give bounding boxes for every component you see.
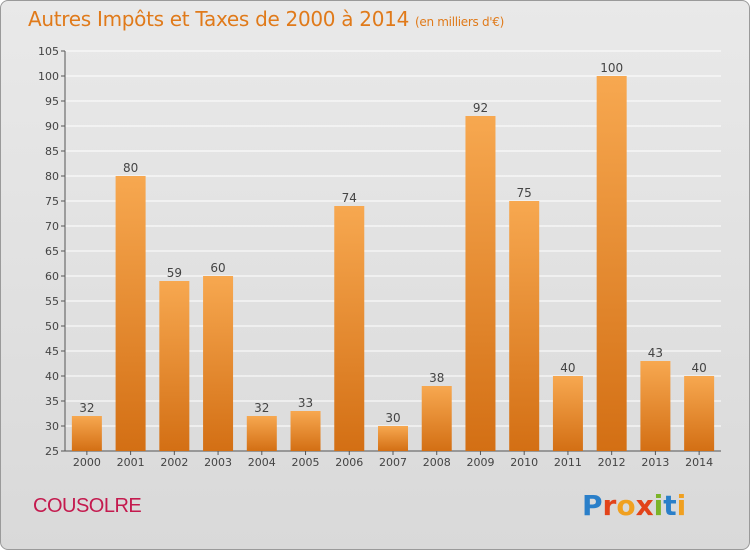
bar-2012 bbox=[596, 76, 627, 451]
x-tick-label: 2010 bbox=[510, 456, 538, 469]
logo-letter: i bbox=[653, 489, 664, 522]
bar-value-label: 38 bbox=[429, 371, 444, 385]
bar-2010 bbox=[509, 201, 540, 451]
y-tick-label: 60 bbox=[45, 270, 59, 283]
x-tick-label: 2004 bbox=[248, 456, 276, 469]
x-tick-label: 2003 bbox=[204, 456, 232, 469]
y-tick-label: 75 bbox=[45, 195, 59, 208]
x-tick-label: 2006 bbox=[335, 456, 363, 469]
x-tick-label: 2012 bbox=[598, 456, 626, 469]
bar-2006 bbox=[334, 206, 365, 451]
bar-value-label: 32 bbox=[254, 401, 269, 415]
chart-subtitle: (en milliers d'€) bbox=[415, 15, 505, 29]
bar-value-label: 100 bbox=[600, 61, 623, 75]
y-tick-label: 100 bbox=[38, 70, 59, 83]
bar-value-label: 92 bbox=[473, 101, 488, 115]
logo-letter: r bbox=[602, 489, 617, 522]
y-tick-label: 95 bbox=[45, 95, 59, 108]
bar-value-label: 40 bbox=[691, 361, 706, 375]
logo-letter: i bbox=[676, 489, 687, 522]
logo-letter: t bbox=[663, 489, 677, 522]
y-tick-label: 45 bbox=[45, 345, 59, 358]
data-labels: 32 80 59 60 32 33 74 30 38 92 75 40 100 43 40 bbox=[79, 61, 707, 425]
x-tick-label: 2008 bbox=[423, 456, 451, 469]
bar-value-label: 33 bbox=[298, 396, 313, 410]
chart-title: Autres Impôts et Taxes de 2000 à 2014 (en… bbox=[28, 7, 504, 31]
logo-letter: P bbox=[582, 489, 603, 522]
bar-value-label: 43 bbox=[648, 346, 663, 360]
bar-value-label: 32 bbox=[79, 401, 94, 415]
commune-name: COUSOLRE bbox=[33, 495, 142, 517]
bar-value-label: 40 bbox=[560, 361, 575, 375]
y-tick-label: 85 bbox=[45, 145, 59, 158]
y-tick-label: 90 bbox=[45, 120, 59, 133]
y-tick-label: 50 bbox=[45, 320, 59, 333]
bar-value-label: 30 bbox=[385, 411, 400, 425]
y-tick-label: 70 bbox=[45, 220, 59, 233]
y-tick-label: 65 bbox=[45, 245, 59, 258]
y-tick-label: 30 bbox=[45, 420, 59, 433]
proxiti-logo: Proxiti bbox=[582, 489, 686, 522]
bar-2007 bbox=[378, 426, 408, 451]
bar-2001 bbox=[115, 176, 146, 451]
logo-letter: x bbox=[635, 489, 654, 522]
bar-2008 bbox=[421, 386, 452, 451]
bar-value-label: 74 bbox=[342, 191, 357, 205]
x-tick-label: 2013 bbox=[641, 456, 669, 469]
bar-2000 bbox=[71, 416, 102, 451]
bar-value-label: 75 bbox=[517, 186, 532, 200]
bar-2004 bbox=[246, 416, 277, 451]
bar-2013 bbox=[640, 361, 671, 451]
bar-value-label: 60 bbox=[210, 261, 225, 275]
y-tick-label: 40 bbox=[45, 370, 59, 383]
bar-2011 bbox=[552, 376, 583, 451]
x-tick-label: 2011 bbox=[554, 456, 582, 469]
bar-2003 bbox=[203, 276, 234, 451]
x-tick-label: 2009 bbox=[466, 456, 494, 469]
bar-value-label: 80 bbox=[123, 161, 138, 175]
logo-letter: o bbox=[616, 489, 636, 522]
bar-value-label: 59 bbox=[167, 266, 182, 280]
x-tick-label: 2000 bbox=[73, 456, 101, 469]
bar-2014 bbox=[684, 376, 715, 451]
bars bbox=[71, 76, 715, 451]
bar-2009 bbox=[465, 116, 496, 451]
x-tick-label: 2007 bbox=[379, 456, 407, 469]
y-tick-label: 105 bbox=[38, 45, 59, 58]
x-tick-label: 2001 bbox=[117, 456, 145, 469]
y-tick-label: 35 bbox=[45, 395, 59, 408]
x-tick-label: 2002 bbox=[160, 456, 188, 469]
y-tick-label: 55 bbox=[45, 295, 59, 308]
y-tick-label: 25 bbox=[45, 445, 59, 458]
bar-2005 bbox=[290, 411, 321, 451]
x-tick-label: 2005 bbox=[292, 456, 320, 469]
x-tick-label: 2014 bbox=[685, 456, 713, 469]
chart-title-text: Autres Impôts et Taxes de 2000 à 2014 bbox=[28, 7, 409, 31]
y-tick-label: 80 bbox=[45, 170, 59, 183]
bar-2002 bbox=[159, 281, 190, 451]
